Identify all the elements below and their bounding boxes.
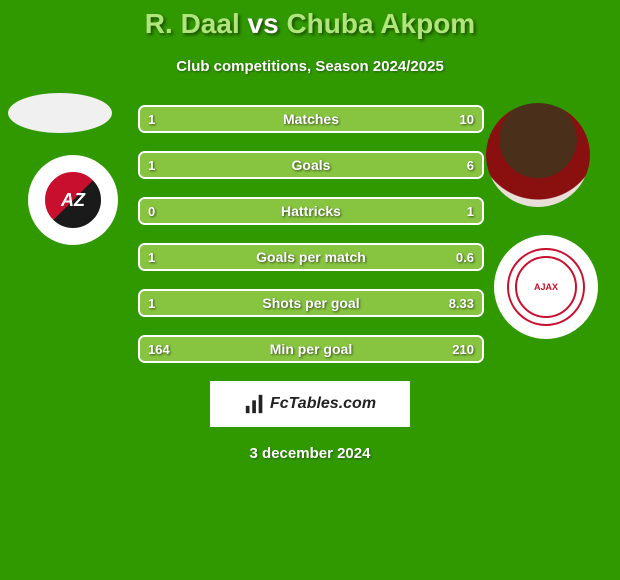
vs-text: vs <box>248 8 279 39</box>
subtitle: Club competitions, Season 2024/2025 <box>0 58 620 75</box>
stat-label: Goals <box>140 153 482 177</box>
stat-label: Goals per match <box>140 245 482 269</box>
comparison-title: R. Daal vs Chuba Akpom <box>0 0 620 40</box>
player1-avatar <box>8 93 112 133</box>
stat-row: 110Matches <box>138 105 484 133</box>
stat-row: 10.6Goals per match <box>138 243 484 271</box>
player1-club-badge: AZ <box>28 155 118 245</box>
chart-bars-icon <box>244 393 266 415</box>
date-text: 3 december 2024 <box>0 445 620 462</box>
stat-row: 164210Min per goal <box>138 335 484 363</box>
stat-label: Hattricks <box>140 199 482 223</box>
stat-label: Matches <box>140 107 482 131</box>
az-logo: AZ <box>43 170 103 230</box>
content-area: AZ AJAX 110Matches 16Goals 01Hattricks 10.6… <box>0 105 620 363</box>
stat-row: 16Goals <box>138 151 484 179</box>
stat-row: 18.33Shots per goal <box>138 289 484 317</box>
ajax-logo: AJAX <box>507 248 585 326</box>
stat-label: Min per goal <box>140 337 482 361</box>
player1-name: R. Daal <box>145 8 240 39</box>
player2-name: Chuba Akpom <box>286 8 475 39</box>
stat-row: 01Hattricks <box>138 197 484 225</box>
logo-text: FcTables.com <box>270 395 376 413</box>
stat-bars: 110Matches 16Goals 01Hattricks 10.6Goals pe… <box>138 105 484 363</box>
player2-avatar <box>486 103 590 207</box>
player2-club-badge: AJAX <box>494 235 598 339</box>
stat-label: Shots per goal <box>140 291 482 315</box>
fctables-logo: FcTables.com <box>210 381 410 427</box>
